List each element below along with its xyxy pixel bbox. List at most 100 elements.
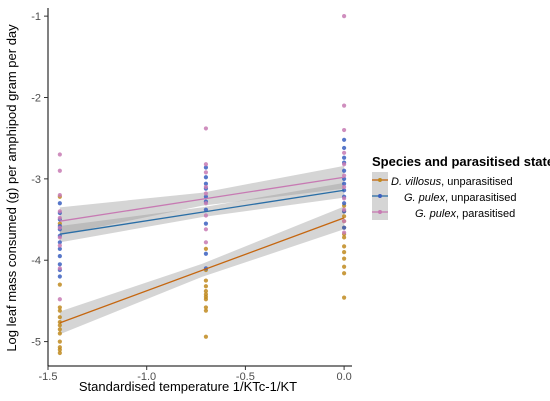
fit-line-3 bbox=[59, 176, 345, 222]
data-point-s2 bbox=[203, 181, 209, 186]
data-point-s3 bbox=[342, 184, 347, 190]
x-tick-label: -1.5 bbox=[39, 371, 58, 383]
data-point-s3 bbox=[203, 227, 209, 232]
data-point-s1 bbox=[203, 334, 209, 339]
data-point-s3 bbox=[57, 215, 62, 221]
data-point-s1 bbox=[57, 331, 62, 336]
fit-lines bbox=[59, 176, 345, 324]
data-point-s3 bbox=[203, 240, 209, 245]
data-point-s3 bbox=[203, 126, 209, 131]
legend: Species and parasitised state D. villosu… bbox=[372, 154, 550, 220]
data-point-s3 bbox=[342, 207, 347, 212]
data-point-s1 bbox=[203, 297, 209, 302]
plot-area bbox=[48, 8, 352, 366]
plot-panel bbox=[48, 8, 352, 366]
data-point-s1 bbox=[57, 339, 62, 344]
data-point-s1 bbox=[342, 271, 347, 276]
legend-label-1: D. villosus, unparasitised bbox=[391, 176, 513, 188]
data-point-s3 bbox=[342, 150, 347, 155]
data-point-s2 bbox=[57, 240, 62, 245]
x-tick-label: -1.0 bbox=[137, 371, 156, 383]
x-tick-label: -0.5 bbox=[236, 371, 255, 383]
data-point-s1 bbox=[57, 327, 62, 332]
data-point-s2 bbox=[57, 254, 62, 259]
y-axis-title: Log leaf mass consumed (g) per amphipod … bbox=[4, 24, 19, 352]
data-point-s3 bbox=[57, 152, 62, 157]
data-point-s3 bbox=[342, 173, 347, 178]
data-point-s1 bbox=[57, 315, 62, 320]
data-point-s1 bbox=[57, 323, 62, 328]
y-tick-label: -1 bbox=[31, 11, 41, 23]
data-point-s3 bbox=[203, 191, 209, 196]
y-tick-label: -5 bbox=[31, 337, 41, 349]
data-point-s2 bbox=[57, 262, 62, 267]
data-point-s2 bbox=[57, 246, 62, 251]
data-point-s3 bbox=[342, 219, 347, 224]
data-point-s2 bbox=[203, 175, 209, 180]
data-point-s3 bbox=[57, 297, 62, 302]
legend-key-point-2 bbox=[378, 194, 382, 198]
data-point-s1 bbox=[342, 214, 347, 219]
data-point-s1 bbox=[57, 282, 62, 287]
data-point-s3 bbox=[342, 127, 347, 133]
data-point-s2 bbox=[57, 201, 62, 206]
fit-line-1 bbox=[59, 217, 345, 324]
data-point-s2 bbox=[203, 165, 209, 170]
legend-species-1: D. villosus bbox=[391, 176, 442, 188]
data-point-s2 bbox=[203, 221, 209, 226]
data-point-s1 bbox=[203, 289, 209, 294]
data-point-s2 bbox=[342, 145, 347, 151]
legend-key-point-3 bbox=[378, 210, 382, 214]
data-point-s3 bbox=[57, 225, 62, 230]
confidence-band-3 bbox=[59, 165, 345, 236]
data-point-s2 bbox=[342, 168, 347, 173]
data-point-s3 bbox=[342, 162, 347, 167]
data-point-s3 bbox=[203, 170, 209, 175]
data-point-s1 bbox=[57, 350, 62, 356]
legend-keys bbox=[372, 172, 388, 220]
data-point-s1 bbox=[203, 308, 209, 313]
data-point-s3 bbox=[57, 266, 62, 271]
data-point-s2 bbox=[342, 137, 347, 142]
data-point-s3 bbox=[342, 14, 347, 19]
data-point-s3 bbox=[57, 235, 62, 240]
data-point-s3 bbox=[203, 213, 209, 218]
data-point-s2 bbox=[342, 155, 347, 160]
data-point-s2 bbox=[342, 225, 347, 230]
y-tick-label: -3 bbox=[31, 174, 41, 186]
data-point-s3 bbox=[57, 243, 62, 248]
data-point-s2 bbox=[342, 201, 347, 206]
legend-state-1: , unparasitised bbox=[441, 176, 513, 188]
data-point-s3 bbox=[342, 230, 347, 235]
data-point-s1 bbox=[203, 246, 209, 251]
data-point-s1 bbox=[342, 235, 347, 240]
legend-species-3: G. pulex bbox=[415, 208, 456, 220]
legend-key-point-1 bbox=[378, 178, 382, 182]
data-point-s3 bbox=[57, 209, 62, 214]
legend-species-2: G. pulex bbox=[404, 192, 445, 204]
x-tick-label: 0.0 bbox=[336, 371, 351, 383]
data-point-s3 bbox=[203, 201, 209, 206]
data-point-s1 bbox=[203, 284, 209, 289]
legend-state-2: , unparasitised bbox=[445, 192, 517, 204]
data-points bbox=[57, 14, 347, 356]
data-point-s1 bbox=[203, 278, 209, 283]
data-point-s2 bbox=[203, 251, 209, 256]
data-point-s1 bbox=[57, 347, 62, 352]
data-point-s1 bbox=[203, 305, 209, 310]
data-point-s1 bbox=[57, 305, 62, 310]
data-point-s3 bbox=[342, 103, 347, 108]
data-point-s3 bbox=[57, 168, 62, 173]
data-point-s1 bbox=[57, 308, 62, 313]
data-point-s2 bbox=[57, 274, 62, 279]
fit-line-2 bbox=[59, 189, 345, 235]
data-point-s3 bbox=[203, 184, 209, 190]
data-point-s1 bbox=[342, 264, 347, 269]
data-point-s3 bbox=[342, 196, 347, 201]
legend-label-2: G. pulex, unparasitised bbox=[404, 192, 517, 204]
y-tick-label: -4 bbox=[31, 255, 41, 267]
legend-label-3: G. pulex, parasitised bbox=[415, 208, 515, 220]
data-point-s1 bbox=[342, 249, 347, 255]
data-point-s3 bbox=[203, 162, 209, 167]
axes: -1.5 -1.0 -0.5 0.0 -5 -4 -3 -2 -1 bbox=[31, 8, 352, 383]
